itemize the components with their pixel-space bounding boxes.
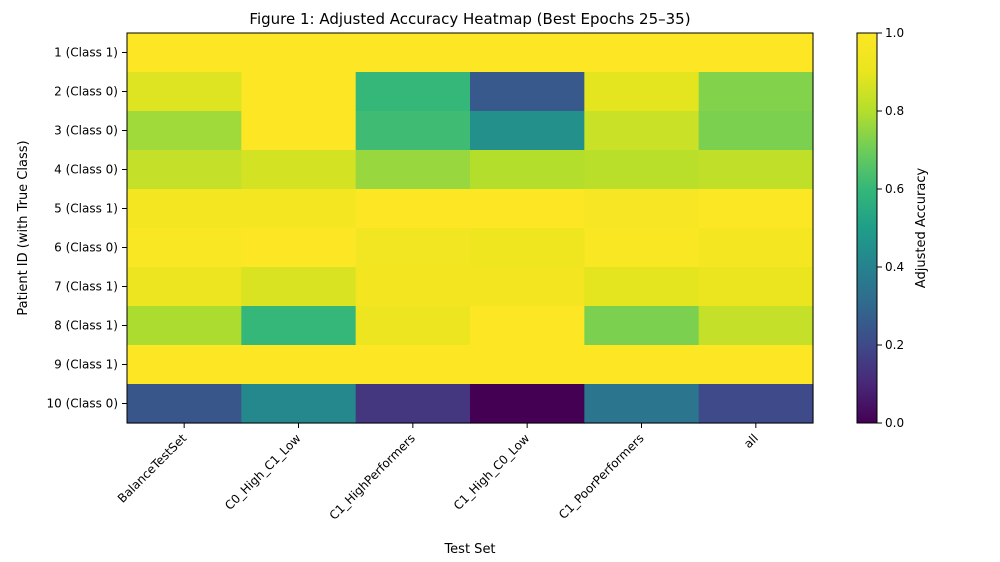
heatmap-cell xyxy=(470,228,585,268)
heatmap-cell xyxy=(355,33,471,73)
heatmap-cell xyxy=(241,189,357,229)
y-tick-label: 4 (Class 0) xyxy=(54,163,118,177)
heatmap-cell xyxy=(127,345,242,385)
heatmap-cell xyxy=(127,111,242,151)
heatmap-cell xyxy=(127,384,242,424)
heatmap-cell xyxy=(698,228,814,268)
x-tick-label: C1_HighPerformers xyxy=(327,431,418,522)
heatmap-cell xyxy=(127,33,242,73)
heatmap-cells xyxy=(127,33,814,424)
heatmap-cell xyxy=(698,189,814,229)
heatmap-cell xyxy=(241,384,357,424)
x-tick-label: C1_PoorPerformers xyxy=(556,431,647,522)
plot-frame xyxy=(126,32,814,424)
heatmap-cell xyxy=(698,33,814,73)
heatmap-cell xyxy=(241,150,357,190)
y-tick-label: 5 (Class 1) xyxy=(54,202,118,216)
y-tick-label: 7 (Class 1) xyxy=(54,280,118,294)
colorbar-tick-label: 0.6 xyxy=(885,182,904,196)
heatmap-cell xyxy=(584,306,700,346)
heatmap-cell xyxy=(470,111,585,151)
x-axis: BalanceTestSet C0_High_C1_Low C1_HighPerfo… xyxy=(115,423,761,523)
heatmap-cell xyxy=(584,228,700,268)
heatmap-cell xyxy=(127,228,242,268)
heatmap-cell xyxy=(698,111,814,151)
colorbar-tick-label: 0.0 xyxy=(885,416,904,430)
heatmap-cell xyxy=(127,72,242,112)
heatmap-cell xyxy=(355,150,471,190)
heatmap-cell xyxy=(698,306,814,346)
colorbar-tick-label: 1.0 xyxy=(885,26,904,40)
colorbar-label: Adjusted Accuracy xyxy=(914,168,929,289)
y-axis-label: Patient ID (with True Class) xyxy=(16,140,31,315)
heatmap-cell xyxy=(584,72,700,112)
heatmap-cell xyxy=(355,189,471,229)
heatmap-cell xyxy=(584,33,700,73)
y-tick-label: 8 (Class 1) xyxy=(54,319,118,333)
heatmap-cell xyxy=(241,33,357,73)
colorbar-axis: 0.0 0.2 0.4 0.6 0.8 1.0 xyxy=(877,26,904,430)
heatmap-cell xyxy=(241,72,357,112)
heatmap-cell xyxy=(584,345,700,385)
heatmap-cell xyxy=(127,189,242,229)
y-tick-label: 3 (Class 0) xyxy=(54,124,118,138)
colorbar-tick-label: 0.8 xyxy=(885,104,904,118)
heatmap-cell xyxy=(355,384,471,424)
heatmap-cell xyxy=(241,111,357,151)
heatmap-cell xyxy=(470,306,585,346)
y-axis: 1 (Class 1) 2 (Class 0) 3 (Class 0) 4 (Clas… xyxy=(47,46,127,411)
x-tick-label: BalanceTestSet xyxy=(115,431,190,506)
x-tick-label: C0_High_C1_Low xyxy=(222,431,304,513)
heatmap-cell xyxy=(355,72,471,112)
heatmap-cell xyxy=(470,384,585,424)
heatmap-cell xyxy=(584,111,700,151)
y-tick-label: 1 (Class 1) xyxy=(54,46,118,60)
y-tick-label: 6 (Class 0) xyxy=(54,241,118,255)
heatmap-cell xyxy=(698,384,814,424)
x-tick-label: all xyxy=(741,431,761,451)
colorbar xyxy=(856,32,878,424)
heatmap-cell xyxy=(355,228,471,268)
heatmap-cell xyxy=(241,345,357,385)
heatmap-cell xyxy=(584,189,700,229)
heatmap-cell xyxy=(241,267,357,307)
heatmap-cell xyxy=(584,150,700,190)
heatmap-cell xyxy=(355,345,471,385)
heatmap-cell xyxy=(241,306,357,346)
heatmap-cell xyxy=(470,150,585,190)
heatmap-cell xyxy=(470,189,585,229)
y-tick-label: 9 (Class 1) xyxy=(54,358,118,372)
x-axis-label: Test Set xyxy=(443,542,495,557)
heatmap-cell xyxy=(241,228,357,268)
colorbar-tick-label: 0.2 xyxy=(885,338,904,352)
heatmap-cell xyxy=(470,33,585,73)
heatmap-cell xyxy=(584,384,700,424)
heatmap-cell xyxy=(584,267,700,307)
heatmap-cell xyxy=(355,111,471,151)
heatmap-cell xyxy=(355,267,471,307)
heatmap-cell xyxy=(355,306,471,346)
heatmap-cell xyxy=(698,267,814,307)
chart-title: Figure 1: Adjusted Accuracy Heatmap (Bes… xyxy=(249,10,690,28)
heatmap-cell xyxy=(470,267,585,307)
x-tick-label: C1_High_C0_Low xyxy=(451,431,533,513)
heatmap-cell xyxy=(127,150,242,190)
heatmap-cell xyxy=(698,150,814,190)
heatmap-cell xyxy=(127,267,242,307)
y-tick-label: 2 (Class 0) xyxy=(54,85,118,99)
heatmap-cell xyxy=(698,72,814,112)
heatmap-cell xyxy=(698,345,814,385)
y-tick-label: 10 (Class 0) xyxy=(47,397,118,411)
heatmap-cell xyxy=(470,72,585,112)
heatmap-cell xyxy=(127,306,242,346)
heatmap-cell xyxy=(470,345,585,385)
colorbar-tick-label: 0.4 xyxy=(885,260,904,274)
